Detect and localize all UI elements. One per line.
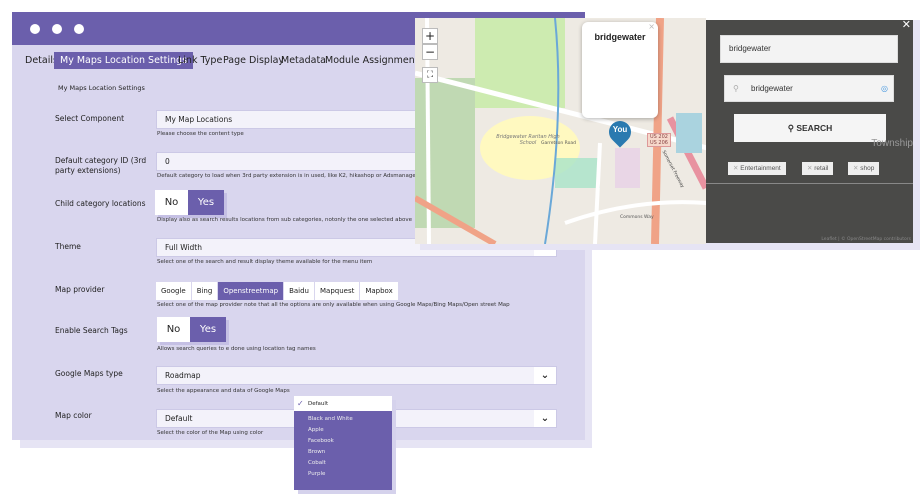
zoom-out-button[interactable]: −: [422, 44, 438, 60]
color-help: Select the color of the Map using color: [157, 430, 264, 436]
provider-group: Google Bing Openstreetmap Baidu Mapquest…: [156, 282, 399, 300]
search-button[interactable]: ⚲ SEARCH: [734, 114, 886, 142]
maptype-label: Google Maps type: [55, 369, 123, 378]
zoom-in-button[interactable]: +: [422, 28, 438, 44]
color-value: Default: [165, 414, 193, 423]
section-title: My Maps Location Settings: [58, 84, 145, 92]
search-tag[interactable]: ✕ shop: [848, 162, 880, 175]
category-label: Default category ID (3rd party extension…: [55, 156, 147, 175]
no-option[interactable]: No: [157, 317, 190, 342]
maptype-select[interactable]: Roadmap ⌄: [156, 366, 557, 385]
tab-page-display[interactable]: Page Display: [223, 55, 285, 66]
map-tiles: [415, 18, 706, 244]
location-pin-icon: ⚲: [733, 84, 739, 93]
chevron-down-icon[interactable]: ⌄: [534, 367, 556, 384]
search-icon: ⚲: [787, 123, 797, 133]
route-shield: US 202 US 206: [647, 133, 671, 147]
maptype-help: Select the appearance and data of Google…: [157, 388, 290, 394]
provider-bing[interactable]: Bing: [191, 282, 219, 300]
search-query-input[interactable]: bridgewater: [720, 35, 898, 63]
color-label: Map color: [55, 411, 92, 420]
tab-module-assignment[interactable]: Module Assignment: [325, 55, 419, 66]
tab-link-type[interactable]: Link Type: [178, 55, 223, 66]
search-tag[interactable]: ✕ retail: [802, 162, 834, 175]
fullscreen-icon[interactable]: ⛶: [422, 67, 438, 83]
search-tag[interactable]: ✕ Entertainment: [728, 162, 786, 175]
locate-icon[interactable]: ◎: [881, 84, 888, 93]
component-label: Select Component: [55, 114, 125, 123]
map-canvas[interactable]: Bridgewater Raritan High School Garretso…: [415, 18, 706, 244]
color-dropdown: ✓ Default Black and White Apple Facebook …: [294, 396, 392, 490]
theme-help: Select one of the search and result disp…: [157, 259, 373, 265]
dropdown-option-selected[interactable]: ✓ Default: [294, 396, 392, 411]
provider-openstreetmap[interactable]: Openstreetmap: [218, 282, 285, 300]
window-dot[interactable]: [30, 24, 40, 34]
provider-mapbox[interactable]: Mapbox: [360, 282, 399, 300]
child-toggle[interactable]: No Yes: [155, 190, 224, 215]
child-help: Display also as search results locations…: [157, 217, 412, 223]
provider-mapquest[interactable]: Mapquest: [314, 282, 361, 300]
popup-title: bridgewater: [594, 32, 646, 42]
theme-label: Theme: [55, 242, 81, 251]
dropdown-option[interactable]: Apple: [308, 427, 324, 433]
remove-tag-icon: ✕: [853, 165, 861, 172]
road-label: Commons Way: [620, 215, 654, 220]
marker-label: You: [612, 125, 628, 134]
tags-label: Enable Search Tags: [55, 326, 128, 335]
search-panel: ✕ bridgewater ⚲ bridgewater ◎ ⚲ SEARCH Tow…: [706, 18, 913, 243]
chevron-down-icon[interactable]: ⌄: [534, 410, 556, 427]
child-label: Child category locations: [55, 199, 146, 208]
maptype-value: Roadmap: [165, 371, 201, 380]
tags-help: Allows search queries to e done using lo…: [157, 346, 316, 352]
provider-label: Map provider: [55, 285, 105, 294]
tab-my-maps-location-settings[interactable]: My Maps Location Settings: [54, 52, 194, 69]
divider: [706, 183, 913, 184]
provider-google[interactable]: Google: [156, 282, 192, 300]
provider-help: Select one of the map provider note that…: [157, 302, 510, 308]
map-attribution[interactable]: Leaflet | © OpenStreetMap contributors: [821, 237, 911, 242]
window-dot[interactable]: [52, 24, 62, 34]
close-icon[interactable]: ×: [648, 22, 655, 31]
remove-tag-icon: ✕: [733, 165, 741, 172]
dropdown-option[interactable]: Facebook: [308, 438, 334, 444]
category-help: Default category to load when 3rd party …: [157, 173, 426, 179]
component-help: Please choose the content type: [157, 131, 244, 137]
provider-baidu[interactable]: Baidu: [284, 282, 315, 300]
map-popup: × bridgewater: [582, 22, 658, 118]
dropdown-option[interactable]: Purple: [308, 471, 326, 477]
remove-tag-icon: ✕: [807, 165, 815, 172]
tags-toggle[interactable]: No Yes: [157, 317, 226, 342]
school-label: Bridgewater Raritan High School: [496, 134, 560, 146]
location-input[interactable]: ⚲ bridgewater ◎: [724, 75, 894, 102]
township-label: Township: [871, 138, 913, 149]
road-label: Garretson Road: [541, 141, 576, 146]
no-option[interactable]: No: [155, 190, 188, 215]
tab-details[interactable]: Details: [25, 55, 58, 66]
yes-option[interactable]: Yes: [190, 317, 226, 342]
tab-metadata[interactable]: Metadata: [281, 55, 326, 66]
dropdown-option[interactable]: Black and White: [308, 416, 353, 422]
window-dot[interactable]: [74, 24, 84, 34]
theme-value: Full Width: [165, 243, 202, 252]
dropdown-option[interactable]: Brown: [308, 449, 326, 455]
dropdown-option[interactable]: Cobalt: [308, 460, 326, 466]
yes-option[interactable]: Yes: [188, 190, 224, 215]
check-icon: ✓: [297, 399, 304, 408]
close-icon[interactable]: ✕: [901, 18, 911, 31]
